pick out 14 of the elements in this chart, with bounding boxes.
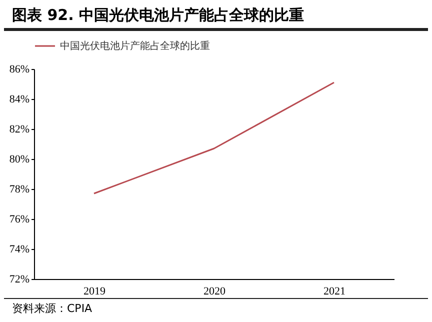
y-tick-label: 80% bbox=[9, 154, 30, 166]
x-tick-label: 2019 bbox=[84, 286, 106, 298]
y-tick-label: 82% bbox=[9, 124, 30, 136]
y-tick-label: 74% bbox=[9, 244, 30, 256]
y-tick-label: 84% bbox=[9, 94, 30, 106]
chart-title: 图表 92. 中国光伏电池片产能占全球的比重 bbox=[4, 0, 428, 31]
y-tick-label: 78% bbox=[9, 184, 30, 196]
y-tick-label: 76% bbox=[9, 214, 30, 226]
x-tick-label: 2020 bbox=[204, 286, 226, 298]
x-tick-label: 2021 bbox=[324, 286, 346, 298]
y-tick-label: 72% bbox=[9, 274, 30, 286]
y-tick-label: 86% bbox=[9, 64, 30, 76]
legend-label: 中国光伏电池片产能占全球的比重 bbox=[60, 40, 210, 52]
text: 资料来源：CPIA bbox=[4, 298, 428, 318]
